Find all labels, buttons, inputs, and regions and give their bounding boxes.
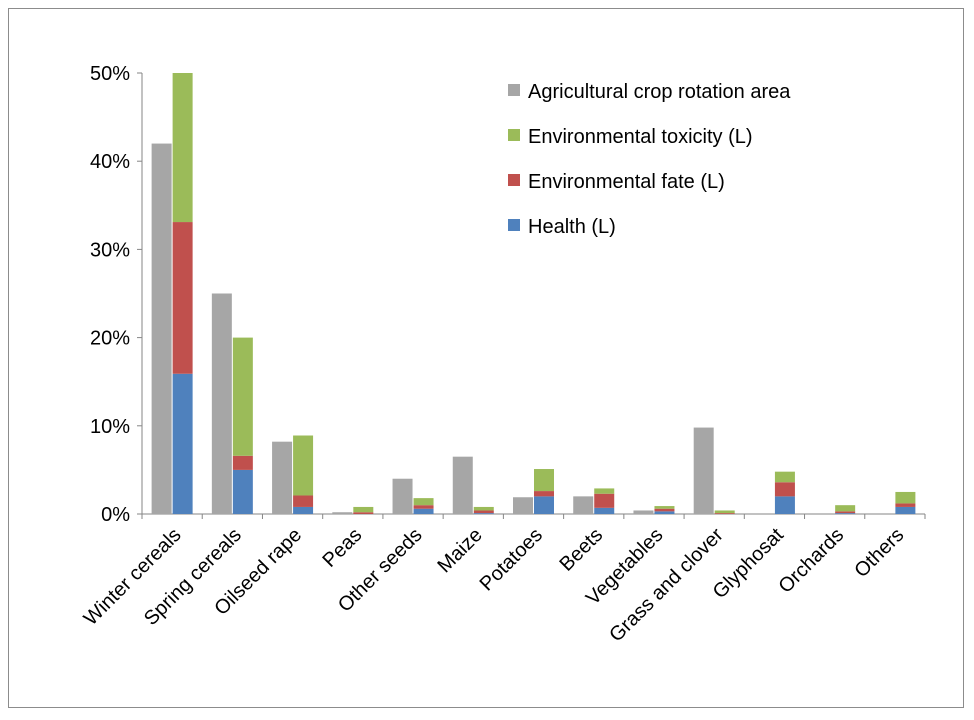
legend-label-environmental-toxicity-l: Environmental toxicity (L) <box>528 126 753 148</box>
x-tick-label: Others <box>850 524 908 582</box>
legend-swatch-health-l <box>508 219 520 231</box>
bar-environmental-fate-l-winter-cereals <box>172 222 193 374</box>
y-tick-label: 50% <box>90 63 130 85</box>
bar-agricultural-crop-rotation-area-maize <box>452 456 473 514</box>
bar-agricultural-crop-rotation-area-grass-and-clover <box>693 427 714 514</box>
y-tick-label: 0% <box>101 504 130 526</box>
bar-environmental-fate-l-spring-cereals <box>232 455 253 470</box>
legend-swatch-agricultural-crop-rotation-area <box>508 84 520 96</box>
legend-swatch-environmental-toxicity-l <box>508 129 520 141</box>
x-tick-label: Grass and clover <box>605 524 728 647</box>
legend-label-environmental-fate-l: Environmental fate (L) <box>528 171 725 193</box>
bar-agricultural-crop-rotation-area-oilseed-rape <box>272 441 293 514</box>
bar-agricultural-crop-rotation-area-winter-cereals <box>151 143 172 514</box>
legend-label-health-l: Health (L) <box>528 216 616 238</box>
bar-health-l-spring-cereals <box>232 469 253 514</box>
bar-agricultural-crop-rotation-area-peas <box>332 512 353 514</box>
bar-environmental-fate-l-grass-and-clover <box>714 513 735 514</box>
bar-health-l-vegetables <box>654 511 675 514</box>
x-tick-label: Maize <box>434 524 487 577</box>
bar-environmental-toxicity-l-spring-cereals <box>232 337 253 456</box>
y-tick-label: 40% <box>90 151 130 173</box>
bar-environmental-toxicity-l-beets <box>594 488 615 494</box>
bar-environmental-toxicity-l-maize <box>473 506 494 511</box>
bar-environmental-fate-l-other-seeds <box>413 505 434 509</box>
bar-health-l-orchards <box>835 513 856 514</box>
x-tick-label: Peas <box>319 524 367 572</box>
x-tick-label: Beets <box>556 524 608 576</box>
y-tick-label: 20% <box>90 328 130 350</box>
bar-environmental-toxicity-l-potatoes <box>534 469 554 492</box>
bar-health-l-winter-cereals <box>172 373 193 514</box>
bar-environmental-fate-l-potatoes <box>534 491 554 497</box>
bar-environmental-fate-l-beets <box>594 493 615 508</box>
bar-environmental-fate-l-orchards <box>835 511 856 514</box>
bar-agricultural-crop-rotation-area-spring-cereals <box>211 293 232 514</box>
bar-environmental-fate-l-oilseed-rape <box>293 495 314 507</box>
y-tick-label: 10% <box>90 416 130 438</box>
bar-environmental-toxicity-l-grass-and-clover <box>714 510 735 514</box>
bar-environmental-fate-l-others <box>895 503 916 507</box>
legend-label-agricultural-crop-rotation-area: Agricultural crop rotation area <box>528 81 791 103</box>
bar-health-l-glyphosat <box>774 496 795 514</box>
bar-environmental-fate-l-glyphosat <box>774 482 795 497</box>
legend-swatch-environmental-fate-l <box>508 174 520 186</box>
bar-environmental-toxicity-l-others <box>895 491 916 504</box>
bar-agricultural-crop-rotation-area-potatoes <box>513 497 533 514</box>
x-tick-label: Potatoes <box>476 524 547 595</box>
bar-environmental-toxicity-l-oilseed-rape <box>293 435 314 496</box>
bar-health-l-beets <box>594 507 615 514</box>
bar-agricultural-crop-rotation-area-beets <box>573 496 594 514</box>
bar-health-l-others <box>895 506 916 514</box>
bar-health-l-other-seeds <box>413 508 434 514</box>
bar-environmental-fate-l-maize <box>473 510 494 514</box>
bar-environmental-fate-l-peas <box>353 512 374 514</box>
bar-environmental-toxicity-l-glyphosat <box>774 471 795 483</box>
bar-agricultural-crop-rotation-area-other-seeds <box>392 478 413 514</box>
x-tick-label: Orchards <box>774 524 848 598</box>
bar-environmental-toxicity-l-vegetables <box>654 506 675 509</box>
bar-environmental-toxicity-l-peas <box>353 506 374 513</box>
y-tick-label: 30% <box>90 239 130 261</box>
bar-environmental-toxicity-l-other-seeds <box>413 498 434 506</box>
bar-health-l-potatoes <box>534 496 554 514</box>
bar-environmental-toxicity-l-winter-cereals <box>172 73 193 223</box>
bar-health-l-oilseed-rape <box>293 506 314 514</box>
bar-health-l-maize <box>473 513 494 514</box>
bar-environmental-fate-l-vegetables <box>654 508 675 512</box>
bar-agricultural-crop-rotation-area-vegetables <box>633 510 654 514</box>
bar-environmental-toxicity-l-orchards <box>835 505 856 512</box>
